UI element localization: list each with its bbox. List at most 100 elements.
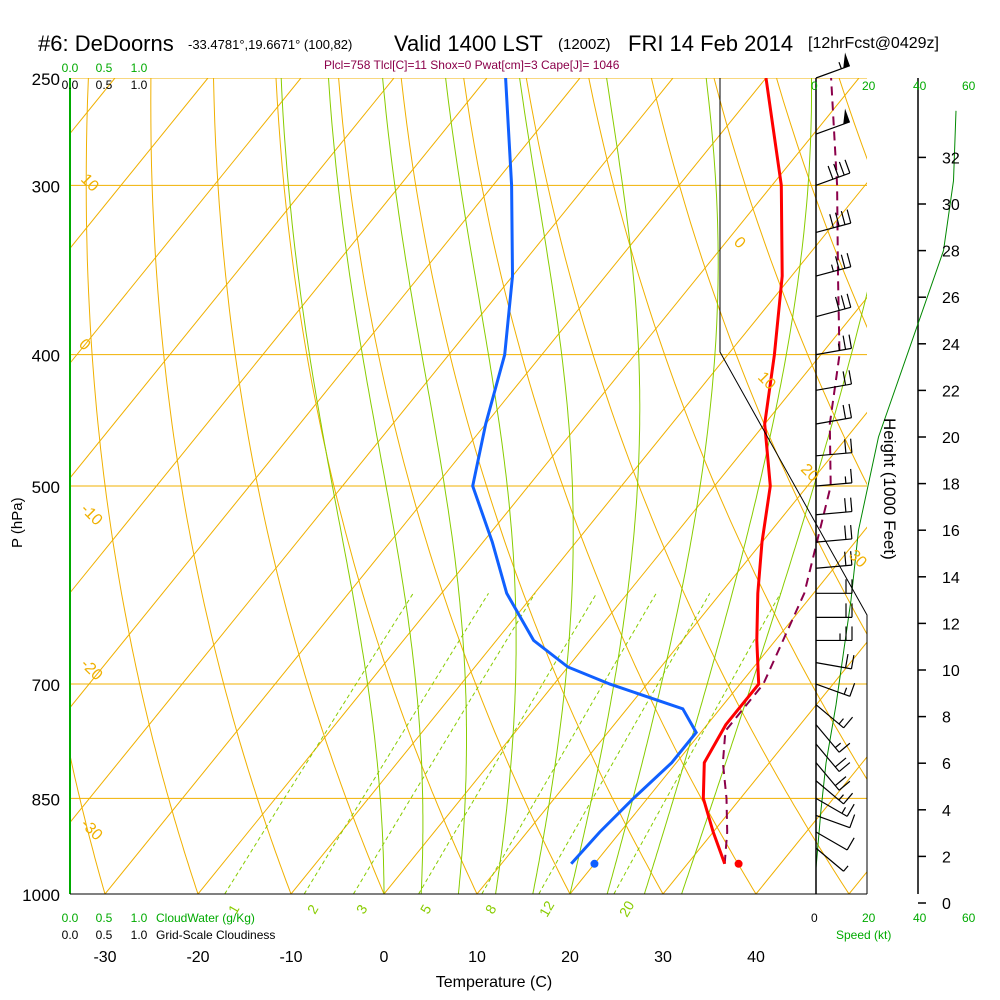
station-title: #6: DeDoorns <box>38 31 174 56</box>
wind-barb-half <box>834 742 842 749</box>
height-profile-line <box>815 110 957 869</box>
temperature-tick-label: 30 <box>654 949 672 966</box>
wind-barb-full <box>850 468 853 483</box>
forecast-run: [12hrFcst@0429z] <box>808 35 939 52</box>
temperature-tick-label: -10 <box>279 949 302 966</box>
height-tick-label: 12 <box>942 616 960 633</box>
moist-adiabat-line <box>382 78 467 894</box>
dry-adiabat-label: 0 <box>730 234 748 252</box>
dry-adiabat-label: 0 <box>75 336 93 354</box>
cloudiness-scale-bottom: 0.5 <box>96 928 113 942</box>
cloudwater-label: CloudWater (g/Kg) <box>156 911 255 925</box>
wind-barb-full <box>846 803 855 817</box>
temperature-axis-label: Temperature (C) <box>436 974 552 991</box>
wind-barb-full <box>844 551 847 566</box>
cloudiness-scale-top: 0.5 <box>96 78 113 92</box>
height-tick-label: 2 <box>942 849 951 866</box>
cloudiness-scale-top: 1.0 <box>131 78 148 92</box>
pressure-tick-label: 700 <box>32 676 60 695</box>
parcel-parameters: Plcl=758 Tlcl[C]=11 Shox=0 Pwat[cm]=3 Ca… <box>324 58 620 72</box>
wind-barb-full <box>846 253 852 267</box>
wind-barb-flag <box>843 52 850 69</box>
cloudiness-label: Grid-Scale Cloudiness <box>156 928 275 942</box>
wind-barb-full <box>838 762 851 773</box>
dewpoint-profile <box>471 78 699 865</box>
mixing-ratio-line <box>481 593 657 894</box>
wind-barb-full <box>834 757 847 768</box>
sounding-profiles <box>471 78 841 868</box>
mixing-ratio-line <box>224 593 414 894</box>
mixing-ratio-line <box>538 593 711 894</box>
pressure-tick-label: 300 <box>32 177 60 196</box>
temperature-tick-label: 40 <box>747 949 765 966</box>
wind-barb-staff <box>815 347 852 356</box>
wind-speed-bottom-label: 60 <box>962 911 976 925</box>
valid-time: Valid 1400 LST <box>394 31 543 56</box>
surface-temperature-marker <box>734 859 743 868</box>
dry-adiabat-line <box>964 78 1000 894</box>
temperature-tick-label: -20 <box>186 949 209 966</box>
wind-barb-half <box>830 264 834 272</box>
wind-barb-staff <box>815 121 851 135</box>
axes <box>69 78 957 904</box>
wind-speed-bottom-label: 40 <box>913 911 927 925</box>
temperature-tick-label: 10 <box>468 949 486 966</box>
mixing-ratio-label: 8 <box>482 902 500 917</box>
wind-barb-staff <box>815 417 852 425</box>
wind-speed-top-label: 40 <box>913 79 927 93</box>
wind-barb-full <box>833 163 840 178</box>
height-tick-label: 16 <box>942 523 960 540</box>
dry-adiabat-label: 10 <box>754 369 779 394</box>
mixing-ratio-label: 5 <box>417 902 435 917</box>
wind-barb-full <box>849 814 856 828</box>
isotherm-line <box>662 641 867 894</box>
wind-barb-full <box>848 370 853 385</box>
height-tick-label: 8 <box>942 710 951 727</box>
wind-barb-full <box>834 256 840 270</box>
moist-adiabat-line <box>445 78 517 894</box>
wind-barb-staff <box>815 831 848 851</box>
height-tick-label: 10 <box>942 663 960 680</box>
moist-adiabat-line <box>519 78 574 894</box>
wind-barb-half <box>844 476 847 484</box>
wind-barb-full <box>843 716 854 729</box>
mixing-ratio-line <box>303 593 489 894</box>
isotherm-line <box>70 78 302 364</box>
height-tick-label: 6 <box>942 756 951 773</box>
dry-adiabat-line <box>0 78 12 894</box>
height-tick-label: 14 <box>942 570 960 587</box>
cloudiness-scale-bottom: 0.0 <box>62 928 79 942</box>
dry-adiabat-line <box>275 78 478 894</box>
wind-barb-staff <box>815 683 851 697</box>
cloudwater-scale-top: 0.5 <box>96 61 113 75</box>
pressure-axis-label: P (hPa) <box>9 497 26 548</box>
wind-barb-full <box>834 212 840 227</box>
pressure-tick-label: 1000 <box>22 886 60 905</box>
dry-adiabat-line <box>650 78 867 636</box>
wind-barb-full <box>846 293 852 308</box>
wind-barb-column <box>815 52 856 894</box>
isotherm-line <box>848 870 867 894</box>
wind-barb-flag <box>843 108 850 125</box>
height-axis-label: Height (1000 Feet) <box>880 418 899 560</box>
isotherm-line <box>70 78 581 709</box>
moist-adiabat-line <box>606 78 719 894</box>
wind-barb-full <box>850 524 853 540</box>
mixing-ratio-label: 12 <box>536 898 558 920</box>
wind-barb-staff <box>815 306 851 318</box>
height-tick-label: 26 <box>942 290 960 307</box>
wind-barb-full <box>848 334 853 349</box>
height-tick-label: 32 <box>942 150 960 167</box>
wind-barb-full <box>846 837 855 851</box>
wind-speed-top-label: 60 <box>962 79 976 93</box>
wind-barb-full <box>846 209 852 224</box>
height-tick-label: 30 <box>942 197 960 214</box>
wind-barb-full <box>842 371 847 386</box>
wind-barb-half <box>838 718 844 725</box>
height-tick-label: 28 <box>942 244 960 261</box>
dry-adiabat-line <box>463 78 757 894</box>
isotherm-line <box>70 78 674 824</box>
dry-adiabat-line <box>70 752 106 894</box>
wind-speed-axis-label: Speed (kt) <box>836 928 891 942</box>
